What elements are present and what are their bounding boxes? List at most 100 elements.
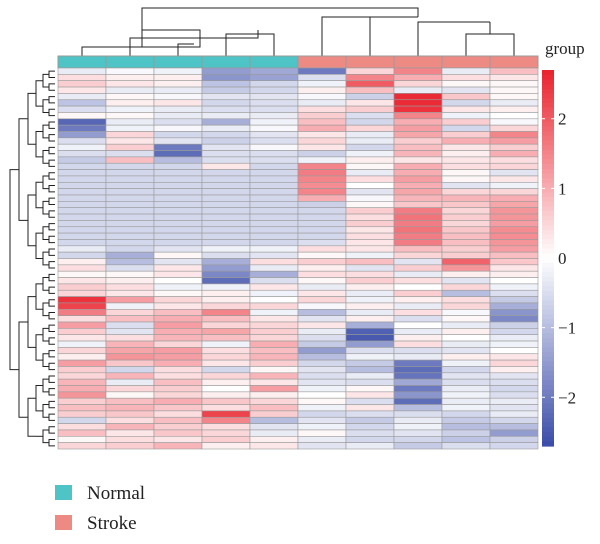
- heatmap-cell: [153, 397, 203, 405]
- heatmap-cell: [345, 397, 395, 405]
- heatmap-cell: [201, 315, 251, 323]
- heatmap-cell: [153, 366, 203, 374]
- heatmap-cell: [345, 435, 395, 443]
- row-dendro-branch: [42, 327, 49, 342]
- heatmap-cell: [393, 340, 443, 348]
- heatmap-cell: [345, 232, 395, 240]
- heatmap-cell: [249, 391, 299, 399]
- heatmap-cell: [249, 194, 299, 202]
- color-scale-segment: [542, 305, 554, 311]
- heatmap-cell: [249, 80, 299, 88]
- heatmap-cell: [105, 442, 155, 450]
- heatmap-cell: [297, 359, 347, 367]
- heatmap-cell: [393, 315, 443, 323]
- heatmap-cell: [345, 391, 395, 399]
- heatmap-cell: [153, 99, 203, 107]
- heatmap-cell: [57, 296, 107, 304]
- heatmap-cell: [153, 429, 203, 437]
- heatmap-cell: [249, 143, 299, 151]
- heatmap-cell: [249, 404, 299, 412]
- heatmap-cell: [441, 378, 491, 386]
- heatmap-cell: [153, 410, 203, 418]
- heatmap-cell: [345, 270, 395, 278]
- heatmap-cell: [489, 112, 539, 120]
- heatmap-cell: [57, 391, 107, 399]
- heatmap-cell: [57, 353, 107, 361]
- heatmap-cell: [249, 315, 299, 323]
- heatmap-cell: [249, 232, 299, 240]
- heatmap-cell: [57, 143, 107, 151]
- heatmap-cell: [441, 93, 491, 101]
- heatmap-cell: [441, 277, 491, 285]
- heatmap-cell: [105, 169, 155, 177]
- heatmap-cell: [201, 220, 251, 228]
- heatmap-cell: [489, 93, 539, 101]
- color-scale-segment: [542, 300, 554, 306]
- annotation-cell-normal: [201, 55, 251, 69]
- heatmap-cell: [249, 207, 299, 215]
- heatmap-cell: [345, 150, 395, 158]
- color-scale-segment: [542, 173, 554, 179]
- heatmap-cell: [489, 353, 539, 361]
- heatmap-cell: [201, 308, 251, 316]
- heatmap-cell: [57, 289, 107, 297]
- heatmap-cell: [153, 182, 203, 189]
- row-dendro-branch: [48, 350, 55, 358]
- heatmap-cell: [201, 201, 251, 209]
- heatmap-cell: [153, 315, 203, 323]
- heatmap-cell: [489, 239, 539, 247]
- heatmap-cell: [57, 366, 107, 374]
- heatmap-cell: [201, 289, 251, 297]
- color-scale-segment: [542, 258, 554, 264]
- heatmap-cell: [297, 150, 347, 158]
- color-scale-segment: [542, 422, 554, 428]
- heatmap-cell: [441, 251, 491, 259]
- row-dendro-branch: [42, 251, 49, 266]
- heatmap-cell: [201, 334, 251, 342]
- heatmap-cell: [345, 201, 395, 209]
- heatmap-cell: [153, 289, 203, 297]
- color-scale-segment: [542, 267, 554, 273]
- heatmap-cell: [297, 131, 347, 139]
- heatmap-cell: [441, 143, 491, 151]
- annotation-cell-normal: [57, 55, 107, 69]
- heatmap-cell: [345, 137, 395, 145]
- heatmap-cell: [57, 118, 107, 126]
- heatmap-cell: [249, 112, 299, 120]
- heatmap-cell: [441, 404, 491, 412]
- heatmap-cell: [57, 156, 107, 164]
- heatmap-cell: [345, 442, 395, 450]
- heatmap-cell: [345, 378, 395, 386]
- row-dendro-branch: [48, 311, 55, 320]
- heatmap-cell: [297, 296, 347, 304]
- heatmap-cell: [489, 201, 539, 209]
- heatmap-cell: [201, 74, 251, 81]
- heatmap-cell: [489, 435, 539, 443]
- heatmap-cell: [297, 328, 347, 336]
- color-scale-segment: [542, 211, 554, 217]
- heatmap-cell: [489, 251, 539, 259]
- heatmap-cell: [393, 74, 443, 81]
- color-scale-segment: [542, 352, 554, 358]
- heatmap-cell: [153, 118, 203, 126]
- heatmap-cell: [345, 169, 395, 177]
- heatmap-cell: [489, 105, 539, 113]
- row-dendro-branch: [48, 121, 55, 129]
- heatmap-cell: [153, 245, 203, 253]
- col-dendro-normal-3: [177, 43, 194, 56]
- heatmap-cell: [489, 182, 539, 189]
- heatmap-cell: [201, 194, 251, 202]
- heatmap-cell: [297, 423, 347, 431]
- heatmap-cell: [441, 169, 491, 177]
- heatmap-cell: [441, 264, 491, 272]
- heatmap-cell: [153, 283, 203, 291]
- heatmap-cell: [345, 416, 395, 424]
- heatmap-cell: [441, 321, 491, 329]
- heatmap-cell: [345, 334, 395, 342]
- heatmap-cell: [153, 194, 203, 202]
- heatmap-cell: [441, 258, 491, 266]
- heatmap-cell: [105, 207, 155, 215]
- heatmap-cell: [105, 80, 155, 88]
- legend-label-stroke: Stroke: [87, 513, 137, 534]
- heatmap-cell: [201, 378, 251, 386]
